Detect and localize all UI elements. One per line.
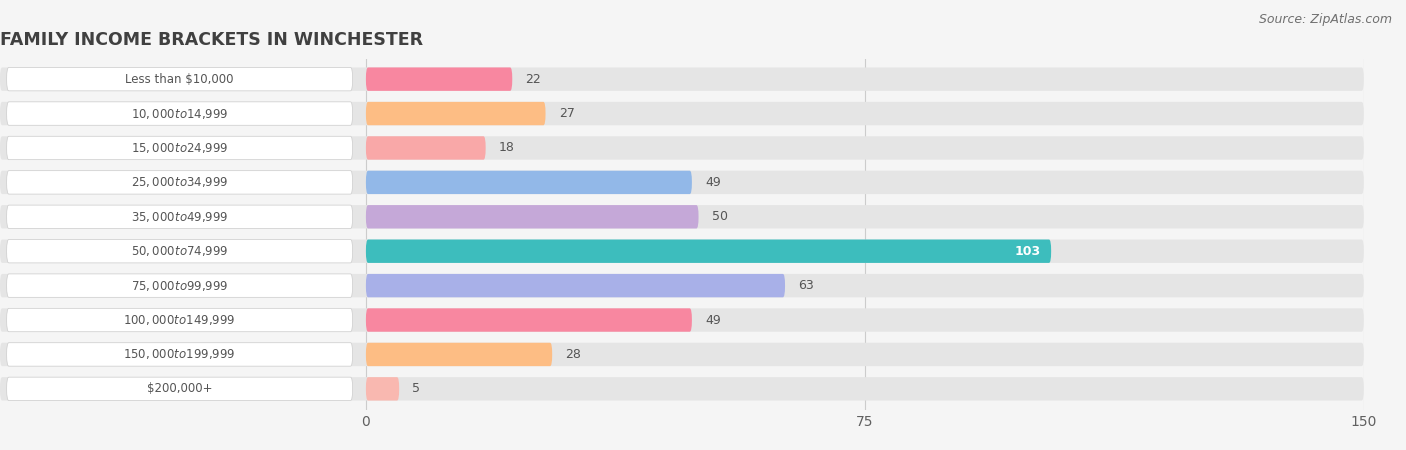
Text: $25,000 to $34,999: $25,000 to $34,999	[131, 176, 228, 189]
Text: $50,000 to $74,999: $50,000 to $74,999	[131, 244, 228, 258]
FancyBboxPatch shape	[0, 171, 1364, 194]
Text: 103: 103	[1015, 245, 1042, 258]
FancyBboxPatch shape	[366, 343, 553, 366]
Text: 49: 49	[706, 176, 721, 189]
FancyBboxPatch shape	[366, 377, 399, 400]
FancyBboxPatch shape	[7, 239, 353, 263]
FancyBboxPatch shape	[7, 171, 353, 194]
Text: $200,000+: $200,000+	[146, 382, 212, 396]
FancyBboxPatch shape	[0, 377, 1364, 400]
Text: 22: 22	[526, 72, 541, 86]
FancyBboxPatch shape	[7, 377, 353, 400]
FancyBboxPatch shape	[366, 308, 692, 332]
Text: 50: 50	[711, 210, 728, 223]
FancyBboxPatch shape	[366, 274, 785, 297]
Text: Source: ZipAtlas.com: Source: ZipAtlas.com	[1258, 14, 1392, 27]
FancyBboxPatch shape	[0, 343, 1364, 366]
Text: 18: 18	[499, 141, 515, 154]
FancyBboxPatch shape	[0, 239, 1364, 263]
Text: $15,000 to $24,999: $15,000 to $24,999	[131, 141, 228, 155]
Text: FAMILY INCOME BRACKETS IN WINCHESTER: FAMILY INCOME BRACKETS IN WINCHESTER	[0, 31, 423, 49]
FancyBboxPatch shape	[366, 136, 485, 160]
FancyBboxPatch shape	[7, 308, 353, 332]
FancyBboxPatch shape	[7, 102, 353, 125]
FancyBboxPatch shape	[0, 308, 1364, 332]
Text: Less than $10,000: Less than $10,000	[125, 72, 233, 86]
FancyBboxPatch shape	[0, 136, 1364, 160]
Text: $150,000 to $199,999: $150,000 to $199,999	[124, 347, 236, 361]
Text: 27: 27	[558, 107, 575, 120]
FancyBboxPatch shape	[366, 171, 692, 194]
Text: 49: 49	[706, 314, 721, 327]
FancyBboxPatch shape	[366, 239, 1052, 263]
FancyBboxPatch shape	[0, 68, 1364, 91]
FancyBboxPatch shape	[7, 205, 353, 229]
FancyBboxPatch shape	[7, 136, 353, 160]
FancyBboxPatch shape	[0, 274, 1364, 297]
Text: 5: 5	[412, 382, 420, 396]
Text: $35,000 to $49,999: $35,000 to $49,999	[131, 210, 228, 224]
FancyBboxPatch shape	[0, 102, 1364, 125]
Text: $75,000 to $99,999: $75,000 to $99,999	[131, 279, 228, 292]
FancyBboxPatch shape	[7, 274, 353, 297]
FancyBboxPatch shape	[366, 68, 512, 91]
FancyBboxPatch shape	[7, 68, 353, 91]
FancyBboxPatch shape	[366, 205, 699, 229]
FancyBboxPatch shape	[7, 343, 353, 366]
Text: $10,000 to $14,999: $10,000 to $14,999	[131, 107, 228, 121]
Text: 28: 28	[565, 348, 581, 361]
Text: 63: 63	[799, 279, 814, 292]
FancyBboxPatch shape	[366, 102, 546, 125]
FancyBboxPatch shape	[0, 205, 1364, 229]
Text: $100,000 to $149,999: $100,000 to $149,999	[124, 313, 236, 327]
